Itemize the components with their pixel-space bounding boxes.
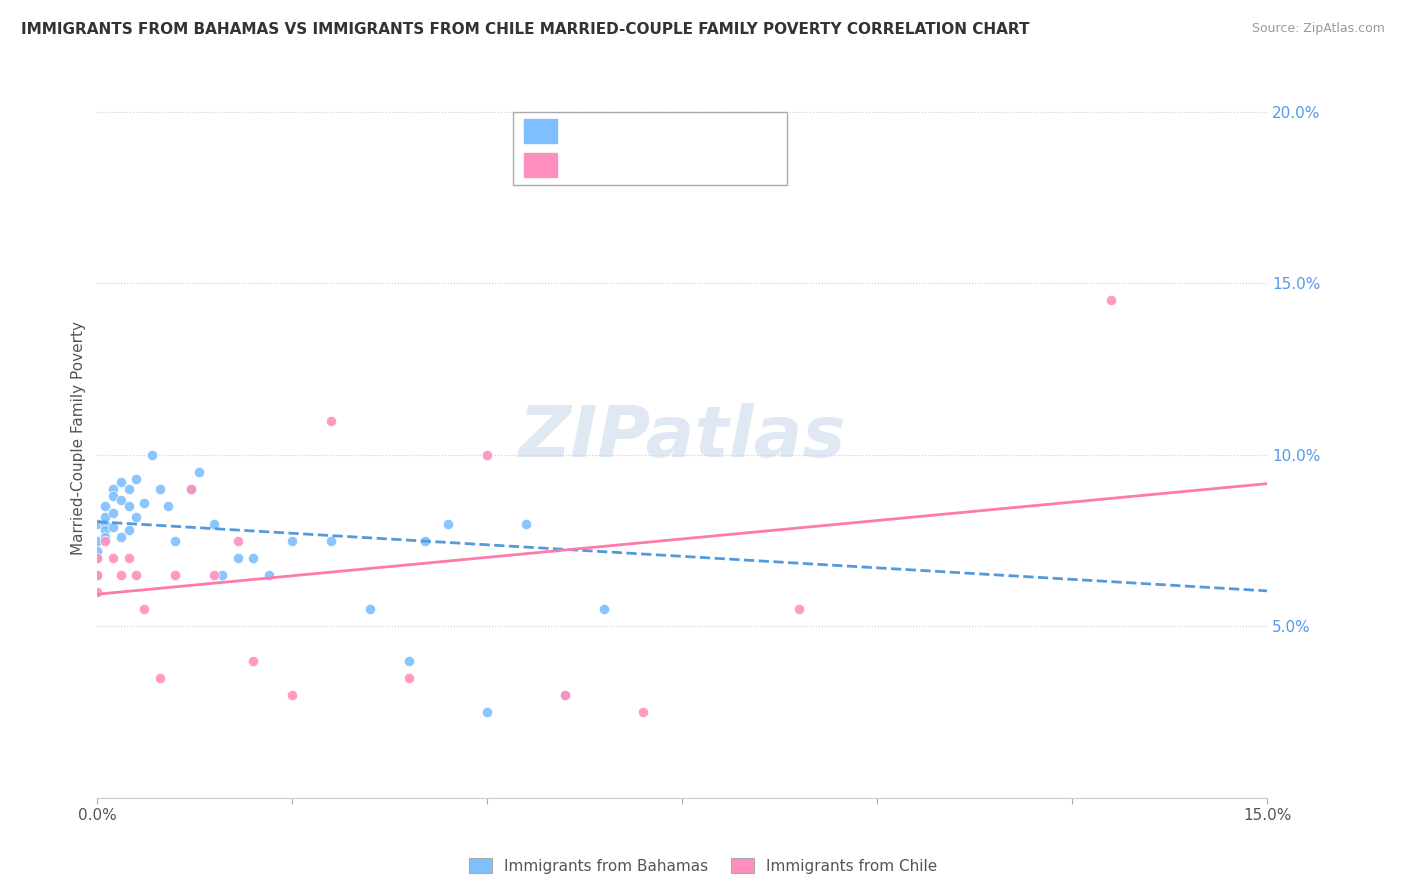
Point bbox=[156, 500, 179, 514]
Point bbox=[1101, 293, 1123, 308]
Point bbox=[165, 568, 187, 582]
Point bbox=[110, 530, 132, 544]
Y-axis label: Married-Couple Family Poverty: Married-Couple Family Poverty bbox=[72, 321, 86, 555]
Point bbox=[101, 489, 124, 503]
Point bbox=[94, 530, 117, 544]
Point bbox=[110, 475, 132, 490]
Text: ZIPatlas: ZIPatlas bbox=[519, 403, 846, 472]
Point bbox=[141, 448, 163, 462]
Point bbox=[633, 173, 655, 187]
Text: N =: N = bbox=[678, 156, 717, 174]
Point bbox=[242, 654, 264, 668]
Point bbox=[94, 516, 117, 531]
Point bbox=[94, 500, 117, 514]
Point bbox=[165, 533, 187, 548]
Point bbox=[86, 568, 108, 582]
Point bbox=[86, 533, 108, 548]
Text: Source: ZipAtlas.com: Source: ZipAtlas.com bbox=[1251, 22, 1385, 36]
Point bbox=[554, 688, 576, 702]
Point bbox=[633, 706, 655, 720]
Point bbox=[110, 492, 132, 507]
Point bbox=[94, 533, 117, 548]
Point bbox=[477, 448, 499, 462]
Legend: Immigrants from Bahamas, Immigrants from Chile: Immigrants from Bahamas, Immigrants from… bbox=[463, 852, 943, 880]
Point bbox=[321, 533, 343, 548]
Point bbox=[86, 516, 108, 531]
Point bbox=[117, 550, 139, 565]
Point bbox=[281, 688, 304, 702]
Point bbox=[211, 568, 233, 582]
Point bbox=[398, 654, 420, 668]
Point bbox=[226, 550, 249, 565]
Point bbox=[86, 544, 108, 558]
Point bbox=[257, 568, 280, 582]
Text: 45: 45 bbox=[727, 122, 751, 140]
Text: 0.111: 0.111 bbox=[614, 122, 664, 140]
FancyBboxPatch shape bbox=[513, 112, 787, 185]
Point bbox=[789, 602, 811, 616]
Text: 23: 23 bbox=[727, 156, 751, 174]
Text: IMMIGRANTS FROM BAHAMAS VS IMMIGRANTS FROM CHILE MARRIED-COUPLE FAMILY POVERTY C: IMMIGRANTS FROM BAHAMAS VS IMMIGRANTS FR… bbox=[21, 22, 1029, 37]
Point bbox=[125, 472, 148, 486]
Point bbox=[180, 482, 202, 496]
Point bbox=[117, 524, 139, 538]
Point bbox=[117, 482, 139, 496]
Text: N =: N = bbox=[678, 122, 717, 140]
Text: 0.474: 0.474 bbox=[614, 156, 664, 174]
Point bbox=[86, 568, 108, 582]
Point bbox=[515, 516, 537, 531]
Point bbox=[398, 671, 420, 685]
Point bbox=[359, 602, 381, 616]
Point bbox=[180, 482, 202, 496]
Point bbox=[94, 524, 117, 538]
Point bbox=[202, 516, 225, 531]
Point bbox=[86, 550, 108, 565]
Point bbox=[134, 602, 156, 616]
Point bbox=[226, 533, 249, 548]
Point bbox=[101, 506, 124, 520]
Point bbox=[134, 496, 156, 510]
Point bbox=[593, 602, 616, 616]
Point bbox=[117, 500, 139, 514]
Point bbox=[86, 550, 108, 565]
Point bbox=[101, 482, 124, 496]
Point bbox=[554, 688, 576, 702]
Point bbox=[125, 509, 148, 524]
Point bbox=[125, 568, 148, 582]
Point bbox=[477, 706, 499, 720]
Point bbox=[101, 520, 124, 534]
Point bbox=[149, 671, 172, 685]
Point bbox=[187, 465, 209, 479]
Point bbox=[242, 550, 264, 565]
Point bbox=[413, 533, 436, 548]
Point bbox=[86, 585, 108, 599]
Point bbox=[101, 550, 124, 565]
Point bbox=[321, 414, 343, 428]
Point bbox=[202, 568, 225, 582]
Point bbox=[94, 509, 117, 524]
Point bbox=[149, 482, 172, 496]
Point bbox=[281, 533, 304, 548]
Point bbox=[437, 516, 460, 531]
Bar bbox=[524, 119, 557, 143]
Text: R =: R = bbox=[565, 122, 603, 140]
Bar bbox=[524, 153, 557, 178]
Point bbox=[110, 568, 132, 582]
Text: R =: R = bbox=[565, 156, 603, 174]
